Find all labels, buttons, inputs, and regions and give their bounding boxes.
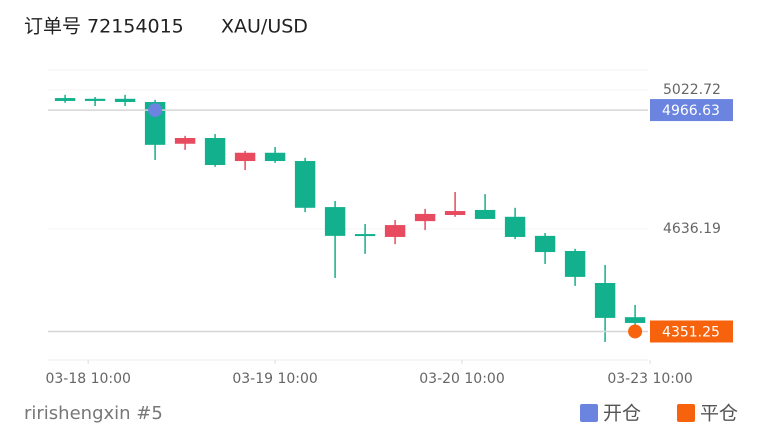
candle-body	[84, 98, 106, 101]
price-tag	[650, 320, 733, 343]
x-tick-label: 03-20 10:00	[419, 371, 504, 387]
candle-body	[504, 216, 526, 237]
candle-body	[564, 250, 586, 277]
y-tick-label: 5022.72	[663, 82, 721, 98]
candle-body	[174, 138, 196, 144]
candle-body	[354, 234, 376, 237]
candle-body	[114, 98, 136, 103]
price-tag	[650, 99, 733, 122]
candle-body	[624, 317, 646, 323]
legend-label: 平仓	[700, 403, 738, 425]
legend-swatch	[580, 404, 598, 422]
chart-subtitle: XAU/USD	[221, 16, 308, 38]
footer: ririshengxin #5	[24, 403, 163, 424]
candle-body	[204, 138, 226, 165]
candle-body	[234, 152, 256, 162]
candle-body	[594, 283, 616, 318]
candle-body	[324, 207, 346, 236]
candle-body	[384, 225, 406, 237]
candle-body	[294, 161, 316, 208]
price-tag-label: 4966.63	[662, 103, 720, 119]
y-tick-label: 4636.19	[663, 221, 721, 237]
x-tick-label: 03-23 10:00	[607, 371, 692, 387]
trade-marker	[628, 324, 643, 339]
candle-body	[264, 152, 286, 162]
candle-body	[54, 98, 76, 101]
x-tick-label: 03-18 10:00	[45, 371, 130, 387]
candle-body	[444, 211, 466, 215]
legend-swatch	[677, 404, 695, 422]
trade-marker	[148, 103, 163, 118]
price-tag-label: 4351.25	[662, 324, 720, 340]
x-tick-label: 03-19 10:00	[232, 371, 317, 387]
legend-label: 开仓	[603, 403, 641, 425]
candle-body	[414, 213, 436, 222]
candle-body	[534, 235, 556, 253]
candle-body	[474, 209, 496, 219]
chart-title: 订单号 72154015	[24, 16, 184, 38]
